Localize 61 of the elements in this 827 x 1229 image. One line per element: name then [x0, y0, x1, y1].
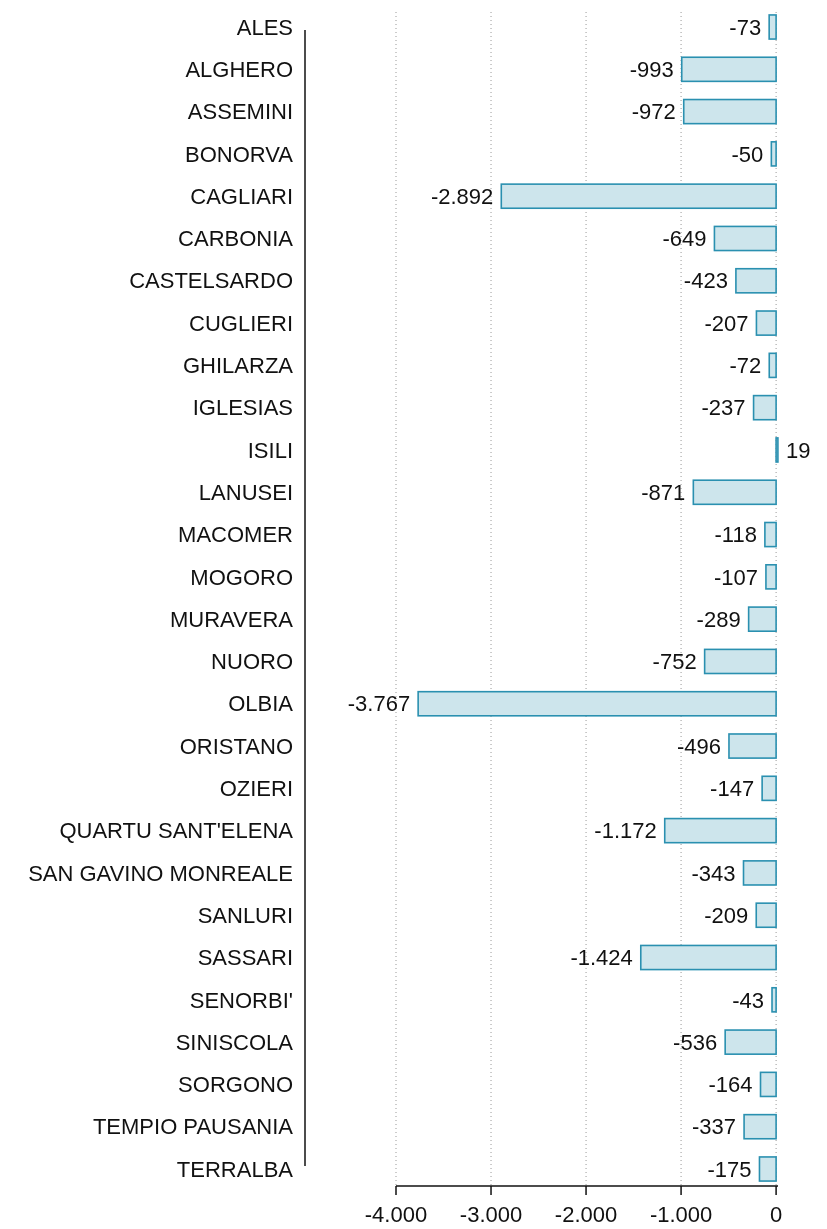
data-label: -164: [708, 1072, 753, 1098]
data-label: -1.172: [594, 818, 657, 844]
y-tick-label: SASSARI: [197, 945, 293, 971]
data-label: -175: [707, 1156, 752, 1182]
data-label: 19: [785, 437, 811, 463]
data-label: -207: [704, 310, 749, 336]
y-tick-label: ALGHERO: [185, 57, 293, 82]
data-label: -343: [691, 860, 736, 886]
data-label: -649: [662, 226, 707, 252]
y-tick-label: QUARTU SANT'ELENA: [59, 818, 294, 844]
data-label: -50: [731, 141, 764, 167]
y-tick-label: ALES: [236, 14, 293, 40]
data-label: -147: [710, 776, 755, 802]
data-label: -209: [704, 902, 749, 928]
y-tick-label: ASSEMINI: [187, 99, 293, 125]
y-tick-label: TERRALBA: [176, 1156, 294, 1182]
data-label: -536: [673, 1029, 718, 1055]
y-tick-label: BONORVA: [185, 141, 294, 167]
data-label: -3.767: [347, 691, 411, 717]
y-tick-label: CUGLIERI: [189, 310, 293, 336]
y-tick-label: NUORO: [211, 649, 293, 675]
data-label: -72: [729, 353, 762, 379]
data-label: -73: [729, 14, 762, 40]
data-label: -752: [652, 649, 697, 675]
y-tick-label: SENORBI': [189, 987, 293, 1013]
y-tick-label: ORISTANO: [179, 733, 293, 759]
data-label: -423: [683, 268, 728, 294]
y-tick-label: SINISCOLA: [175, 1029, 294, 1055]
x-tick-label: -3.000: [459, 1202, 523, 1227]
y-tick-label: CARBONIA: [178, 226, 294, 252]
data-label: -993: [629, 57, 674, 82]
data-label: -1.424: [570, 945, 633, 971]
y-tick-label: SORGONO: [178, 1072, 293, 1098]
data-label: -2.892: [430, 183, 494, 209]
y-tick-label: MURAVERA: [169, 606, 294, 632]
y-tick-label: CAGLIARI: [190, 183, 293, 209]
x-tick-label: -1.000: [649, 1202, 713, 1227]
y-tick-label: SAN GAVINO MONREALE: [28, 860, 293, 886]
y-tick-label: CASTELSARDO: [129, 268, 293, 294]
data-label: -289: [696, 606, 741, 632]
y-tick-label: MACOMER: [178, 522, 293, 548]
data-label: -107: [713, 564, 758, 590]
data-label: -871: [641, 479, 686, 505]
y-tick-label: IGLESIAS: [192, 395, 293, 421]
y-tick-label: OZIERI: [219, 776, 293, 802]
y-tick-label: MOGORO: [190, 564, 293, 590]
data-label: -118: [714, 522, 757, 548]
x-tick-label: 0: [769, 1202, 783, 1227]
y-tick-label: ISILI: [247, 437, 293, 463]
data-label: -43: [732, 987, 765, 1013]
y-tick-label: OLBIA: [228, 691, 294, 717]
y-tick-label: GHILARZA: [182, 353, 294, 379]
x-tick-label: -4.000: [364, 1202, 428, 1227]
y-tick-label: SANLURI: [197, 902, 293, 928]
data-label: -237: [701, 395, 746, 421]
data-label: -972: [631, 99, 676, 125]
data-label: -337: [692, 1114, 737, 1140]
y-tick-label: TEMPIO PAUSANIA: [92, 1114, 294, 1140]
x-tick-label: -2.000: [554, 1202, 618, 1227]
data-label: -496: [676, 733, 721, 759]
y-tick-label: LANUSEI: [198, 479, 293, 505]
